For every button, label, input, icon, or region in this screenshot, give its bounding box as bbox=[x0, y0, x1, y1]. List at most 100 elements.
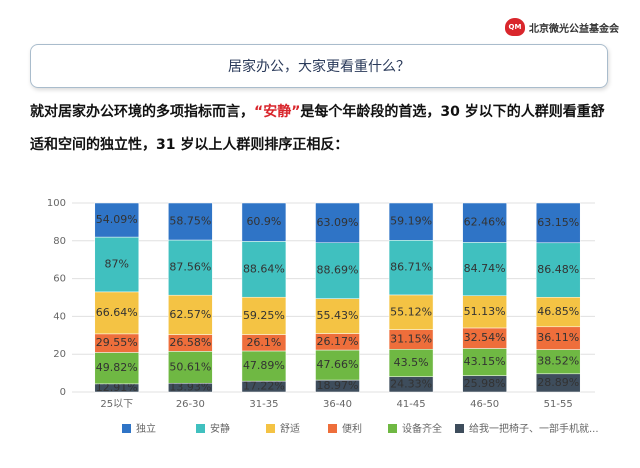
logo-text: 北京微光公益基金会 bbox=[529, 23, 619, 35]
data-label: 13.93% bbox=[169, 381, 211, 394]
bar-segment bbox=[535, 202, 581, 244]
data-label: 49.82% bbox=[96, 361, 138, 374]
data-label: 58.75% bbox=[169, 215, 211, 228]
y-tick-label: 40 bbox=[53, 311, 66, 322]
data-label: 66.64% bbox=[96, 306, 138, 319]
bar-segment bbox=[462, 242, 507, 296]
data-label: 38.52% bbox=[537, 355, 579, 368]
data-label: 47.66% bbox=[317, 358, 359, 371]
bar-segment bbox=[94, 236, 140, 293]
x-tick-label: 26-30 bbox=[176, 399, 205, 410]
data-label: 62.57% bbox=[169, 308, 211, 321]
legend-swatch bbox=[455, 424, 464, 433]
bar-segment bbox=[241, 241, 287, 298]
x-tick-label: 46-50 bbox=[470, 399, 499, 410]
data-label: 32.54% bbox=[464, 331, 506, 344]
data-label: 43.5% bbox=[394, 356, 429, 369]
bar-segment bbox=[94, 291, 140, 335]
intro-text: 就对居家办公环境的多项指标而言， bbox=[30, 104, 254, 120]
data-label: 63.09% bbox=[317, 216, 359, 229]
data-label: 54.09% bbox=[96, 213, 138, 226]
bar-segment bbox=[94, 202, 140, 238]
bar-segment bbox=[168, 351, 213, 384]
bar-segment bbox=[315, 349, 360, 381]
data-label: 86.71% bbox=[390, 261, 432, 274]
data-label: 86.48% bbox=[537, 263, 579, 276]
bar-segment bbox=[462, 202, 507, 243]
bar-segment bbox=[462, 295, 507, 329]
data-label: 62.46% bbox=[464, 216, 506, 229]
x-tick-label: 25以下 bbox=[100, 399, 133, 410]
bar-segment bbox=[94, 352, 140, 385]
data-label: 24.33% bbox=[390, 377, 432, 390]
data-label: 47.89% bbox=[243, 359, 285, 372]
y-tick-label: 0 bbox=[60, 387, 66, 398]
data-label: 26.17% bbox=[317, 335, 359, 348]
legend-label: 舒适 bbox=[280, 422, 300, 435]
bar-segment bbox=[462, 348, 507, 376]
bar-segment bbox=[535, 242, 581, 298]
bar-segment bbox=[241, 296, 287, 335]
legend-label: 便利 bbox=[342, 422, 362, 435]
data-label: 28.89% bbox=[537, 376, 579, 389]
data-label: 51.13% bbox=[464, 305, 506, 318]
data-label: 63.15% bbox=[537, 216, 579, 229]
bar-segment bbox=[315, 298, 360, 334]
data-label: 87% bbox=[105, 257, 129, 270]
data-label: 55.43% bbox=[317, 309, 359, 322]
legend-swatch bbox=[122, 424, 131, 433]
data-label: 87.56% bbox=[169, 261, 211, 274]
bar-segment bbox=[315, 202, 360, 243]
legend-swatch bbox=[328, 424, 337, 433]
bar-segment bbox=[241, 202, 287, 242]
legend-label: 设备齐全 bbox=[402, 422, 442, 435]
x-tick-label: 36-40 bbox=[323, 399, 352, 410]
logo: QM 北京微光公益基金会 bbox=[505, 18, 619, 36]
legend-swatch bbox=[196, 424, 205, 433]
data-label: 17.22% bbox=[243, 380, 285, 393]
data-label: 26.58% bbox=[169, 336, 211, 349]
data-label: 29.55% bbox=[96, 336, 138, 349]
bar-segment bbox=[315, 242, 360, 299]
x-tick-label: 41-45 bbox=[397, 399, 426, 410]
data-label: 31.15% bbox=[390, 332, 432, 345]
intro-text: 是每个年龄段的首选，30 岁以下的人群则看重舒适和空间的独立性，31 岁以上人群… bbox=[30, 104, 605, 153]
legend-label: 安静 bbox=[210, 422, 230, 435]
bar-segment bbox=[168, 239, 213, 296]
bar-segment bbox=[535, 349, 581, 375]
data-label: 18.97% bbox=[317, 379, 359, 392]
bar-segment bbox=[535, 297, 581, 328]
bar-segment bbox=[241, 350, 287, 382]
bar-segment bbox=[388, 202, 434, 241]
x-tick-label: 51-55 bbox=[544, 399, 573, 410]
intro: 就对居家办公环境的多项指标而言，“安静”是每个年龄段的首选，30 岁以下的人群则… bbox=[30, 96, 615, 162]
data-label: 26.1% bbox=[246, 336, 281, 349]
data-label: 36.11% bbox=[537, 331, 579, 344]
y-tick-label: 20 bbox=[53, 349, 66, 360]
data-label: 59.19% bbox=[390, 215, 432, 228]
heading: 居家办公，大家更看重什么？ bbox=[30, 44, 608, 88]
x-tick-label: 31-35 bbox=[249, 399, 278, 410]
data-label: 84.74% bbox=[464, 262, 506, 275]
data-label: 59.25% bbox=[243, 309, 285, 322]
logo-mark: QM bbox=[505, 18, 525, 36]
legend-label: 独立 bbox=[136, 422, 156, 435]
bar-segment bbox=[388, 349, 434, 377]
data-label: 43.15% bbox=[464, 355, 506, 368]
data-label: 25.98% bbox=[464, 377, 506, 390]
legend-swatch bbox=[388, 424, 397, 433]
data-label: 55.12% bbox=[390, 305, 432, 318]
bar-segment bbox=[168, 202, 213, 241]
data-label: 12.91% bbox=[96, 381, 138, 394]
data-label: 50.61% bbox=[169, 360, 211, 373]
data-label: 60.9% bbox=[246, 215, 281, 228]
y-tick-label: 60 bbox=[53, 274, 66, 285]
data-label: 46.85% bbox=[537, 305, 579, 318]
legend-swatch bbox=[266, 424, 275, 433]
bar-segment bbox=[388, 240, 434, 296]
intro-highlight: “安静” bbox=[254, 104, 301, 120]
legend-label: 给我一把椅子、一部手机就... bbox=[469, 422, 599, 435]
data-label: 88.69% bbox=[317, 264, 359, 277]
